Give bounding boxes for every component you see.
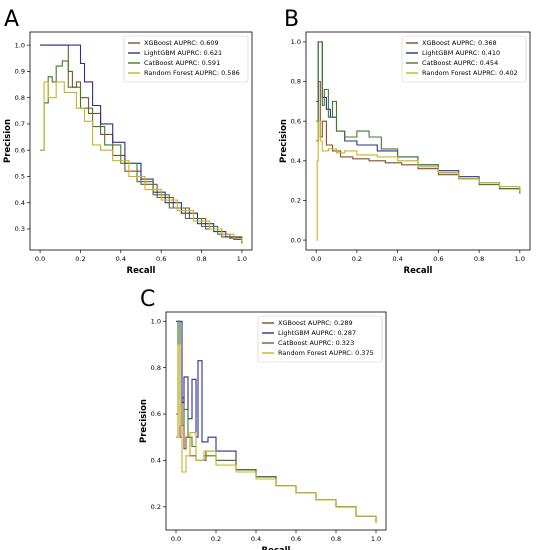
x-tick-label: 0.6 xyxy=(291,535,301,543)
y-tick-label: 0.6 xyxy=(151,410,161,418)
x-tick-label: 0.4 xyxy=(116,255,126,263)
chart-panel-a: A 0.0 0.2 0.4 0.6 0.8 1.0 0.3 0.4 0.5 0.6 0.7 0.8 0.9… xyxy=(3,7,253,276)
y-tick-label: 0.0 xyxy=(291,236,301,244)
legend-entry: Random Forest AUPRC: 0.586 xyxy=(144,69,240,77)
y-tick-label: 0.2 xyxy=(151,503,161,511)
x-tick-label: 0.2 xyxy=(75,255,85,263)
x-tick-label: 0.8 xyxy=(196,255,206,263)
legend-entry: LightGBM AUPRC: 0.410 xyxy=(422,49,500,57)
pr-curve-series-4 xyxy=(316,120,521,241)
y-tick-label: 0.6 xyxy=(291,117,301,125)
y-tick-label: 0.3 xyxy=(15,225,25,233)
legend-entry: CatBoost AUPRC: 0.591 xyxy=(144,59,220,67)
y-tick-label: 0.5 xyxy=(15,173,25,181)
x-tick-label: 0.4 xyxy=(392,255,402,263)
panel-letter: C xyxy=(140,287,155,312)
legend-box xyxy=(257,315,383,363)
chart-panel-b: B 0.0 0.2 0.4 0.6 0.8 1.0 0.0 0.2 0.4 0.6 0.8 1.0 Rec… xyxy=(279,7,531,276)
y-axis-label: Precision xyxy=(139,399,149,443)
chart-panel-c: C 0.0 0.2 0.4 0.6 0.8 1.0 0.2 0.4 0.6 0.8 1.0 Recall… xyxy=(139,287,387,550)
pr-curve-series-3 xyxy=(40,60,243,244)
legend-entry: LightGBM AUPRC: 0.287 xyxy=(278,329,356,337)
x-tick-label: 0.0 xyxy=(171,535,181,543)
y-tick-label: 0.4 xyxy=(15,199,25,207)
legend-entry: Random Forest AUPRC: 0.375 xyxy=(278,349,374,357)
y-tick-label: 0.4 xyxy=(151,457,161,465)
y-tick-label: 0.8 xyxy=(291,78,301,86)
x-axis-label: Recall xyxy=(127,266,156,276)
x-tick-label: 0.6 xyxy=(156,255,166,263)
x-tick-label: 0.6 xyxy=(433,255,443,263)
x-tick-label: 0.2 xyxy=(352,255,362,263)
legend-box xyxy=(401,35,527,83)
x-tick-label: 1.0 xyxy=(515,255,525,263)
panel-letter: A xyxy=(4,7,19,32)
y-tick-label: 0.8 xyxy=(15,94,25,102)
y-tick-label: 0.2 xyxy=(291,197,301,205)
legend-entry: XGBoost AUPRC: 0.609 xyxy=(144,39,219,47)
legend-entry: Random Forest AUPRC: 0.402 xyxy=(422,69,518,77)
x-tick-label: 1.0 xyxy=(371,535,381,543)
pr-curve-series-2 xyxy=(40,44,243,244)
pr-curve-series-2 xyxy=(316,41,521,194)
y-tick-label: 0.9 xyxy=(15,68,25,76)
y-axis-label: Precision xyxy=(279,119,289,163)
x-tick-label: 0.0 xyxy=(35,255,45,263)
x-tick-label: 0.2 xyxy=(211,535,221,543)
x-tick-label: 0.8 xyxy=(331,535,341,543)
y-tick-label: 1.0 xyxy=(291,38,301,46)
legend-box xyxy=(123,35,249,83)
y-axis-label: Precision xyxy=(3,119,13,163)
y-tick-label: 0.7 xyxy=(15,120,25,128)
y-tick-label: 0.8 xyxy=(151,364,161,372)
x-tick-label: 0.0 xyxy=(311,255,321,263)
legend-entry: CatBoost AUPRC: 0.323 xyxy=(278,339,354,347)
legend-entry: XGBoost AUPRC: 0.289 xyxy=(278,319,353,327)
legend-entry: XGBoost AUPRC: 0.368 xyxy=(422,39,497,47)
pr-curve-series-4 xyxy=(176,343,377,523)
x-axis-label: Recall xyxy=(404,266,433,276)
panel-letter: B xyxy=(284,7,299,32)
x-tick-label: 1.0 xyxy=(237,255,247,263)
y-tick-label: 1.0 xyxy=(151,317,161,325)
x-tick-label: 0.4 xyxy=(251,535,261,543)
legend-entry: LightGBM AUPRC: 0.621 xyxy=(144,49,222,57)
pr-curve-series-4 xyxy=(40,81,243,243)
y-tick-label: 0.4 xyxy=(291,157,301,165)
x-tick-label: 0.8 xyxy=(474,255,484,263)
y-tick-label: 0.6 xyxy=(15,146,25,154)
y-tick-label: 1.0 xyxy=(15,41,25,49)
x-axis-label: Recall xyxy=(262,546,291,550)
legend-entry: CatBoost AUPRC: 0.454 xyxy=(422,59,498,67)
